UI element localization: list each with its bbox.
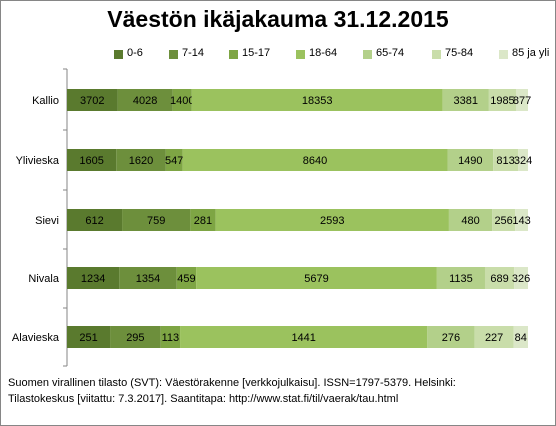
bar-segment bbox=[513, 326, 528, 348]
bar-segment bbox=[516, 89, 528, 111]
data-label: 1605 bbox=[79, 155, 103, 167]
data-label: 1354 bbox=[136, 273, 160, 285]
bar-segment bbox=[196, 267, 437, 289]
bar-segment bbox=[117, 89, 173, 111]
data-label: 3702 bbox=[80, 95, 104, 107]
bar-segment bbox=[215, 209, 449, 231]
bar-segment bbox=[447, 149, 494, 171]
bar-segment bbox=[182, 149, 448, 171]
bar-segment bbox=[176, 267, 197, 289]
bar-segment bbox=[190, 209, 216, 231]
legend-swatch bbox=[169, 50, 178, 59]
category-label: Nivala bbox=[28, 273, 59, 285]
legend-label: 65-74 bbox=[376, 47, 405, 59]
legend-swatch bbox=[114, 50, 123, 59]
bar-segment bbox=[515, 209, 528, 231]
data-label: 2593 bbox=[320, 215, 344, 227]
data-label: 1135 bbox=[449, 273, 473, 285]
bar-segment bbox=[67, 89, 118, 111]
legend-swatch bbox=[296, 50, 305, 59]
data-label: 1400 bbox=[170, 95, 194, 107]
bar-segment bbox=[67, 149, 117, 171]
data-label: 547 bbox=[165, 155, 183, 167]
data-label: 227 bbox=[485, 332, 503, 344]
bar-segment bbox=[191, 89, 443, 111]
data-label: 877 bbox=[513, 95, 531, 107]
legend-label: 85 ja yli bbox=[512, 47, 550, 59]
source-line-1: Suomen virallinen tilasto (SVT): Väestör… bbox=[8, 377, 456, 389]
data-label: 1441 bbox=[291, 332, 315, 344]
bar-segment bbox=[484, 267, 515, 289]
bar-segment bbox=[110, 326, 161, 348]
legend-label: 0-6 bbox=[127, 47, 143, 59]
data-label: 8640 bbox=[303, 155, 327, 167]
bar-segment bbox=[488, 89, 517, 111]
legend-swatch bbox=[432, 50, 441, 59]
bar-segment bbox=[165, 149, 183, 171]
data-label: 459 bbox=[177, 273, 195, 285]
chart-title: Väestön ikäjakauma 31.12.2015 bbox=[107, 6, 449, 32]
data-label: 143 bbox=[512, 215, 530, 227]
category-label: Sievi bbox=[35, 215, 59, 227]
data-label: 4028 bbox=[133, 95, 157, 107]
category-label: Kallio bbox=[32, 95, 59, 107]
data-label: 84 bbox=[515, 332, 527, 344]
data-label: 480 bbox=[461, 215, 479, 227]
data-label: 276 bbox=[442, 332, 460, 344]
bar-segment bbox=[442, 89, 489, 111]
data-label: 324 bbox=[514, 155, 532, 167]
legend-label: 75-84 bbox=[445, 47, 474, 59]
legend-label: 15-17 bbox=[242, 47, 271, 59]
bar-segment bbox=[122, 209, 191, 231]
bar-segment bbox=[67, 267, 120, 289]
bar-segment bbox=[172, 89, 192, 111]
data-label: 5679 bbox=[304, 273, 328, 285]
legend-swatch bbox=[229, 50, 238, 59]
data-label: 326 bbox=[512, 273, 530, 285]
data-label: 612 bbox=[85, 215, 103, 227]
legend-label: 18-64 bbox=[309, 47, 338, 59]
bar-segment bbox=[427, 326, 475, 348]
data-label: 759 bbox=[147, 215, 165, 227]
bar-segment bbox=[492, 209, 516, 231]
data-label: 1234 bbox=[81, 273, 105, 285]
data-label: 3381 bbox=[454, 95, 478, 107]
bar-segment bbox=[160, 326, 181, 348]
bar-segment bbox=[436, 267, 485, 289]
bar-segment bbox=[180, 326, 428, 348]
data-label: 281 bbox=[194, 215, 212, 227]
bar-segment bbox=[448, 209, 493, 231]
category-label: Alavieska bbox=[12, 332, 60, 344]
legend-swatch bbox=[363, 50, 372, 59]
bar-segment bbox=[67, 209, 123, 231]
data-label: 18353 bbox=[302, 95, 333, 107]
data-label: 295 bbox=[126, 332, 144, 344]
source-note: Suomen virallinen tilasto (SVT): Väestör… bbox=[8, 375, 548, 407]
bar-segment bbox=[474, 326, 514, 348]
data-label: 689 bbox=[490, 273, 508, 285]
bar-segment bbox=[67, 326, 111, 348]
data-label: 813 bbox=[496, 155, 514, 167]
bar-segment bbox=[518, 149, 528, 171]
category-label: Ylivieska bbox=[16, 155, 60, 167]
bar-segment bbox=[119, 267, 177, 289]
bar-segment bbox=[514, 267, 528, 289]
bar-segment bbox=[116, 149, 166, 171]
data-label: 1490 bbox=[458, 155, 482, 167]
legend-swatch bbox=[499, 50, 508, 59]
data-label: 1620 bbox=[129, 155, 153, 167]
data-label: 256 bbox=[494, 215, 512, 227]
bar-segment bbox=[493, 149, 519, 171]
data-label: 1985 bbox=[490, 95, 514, 107]
legend-label: 7-14 bbox=[182, 47, 205, 59]
source-line-2: Tilastokeskus [viitattu: 7.3.2017]. Saan… bbox=[8, 393, 399, 405]
data-label: 113 bbox=[162, 332, 180, 344]
data-label: 251 bbox=[79, 332, 97, 344]
